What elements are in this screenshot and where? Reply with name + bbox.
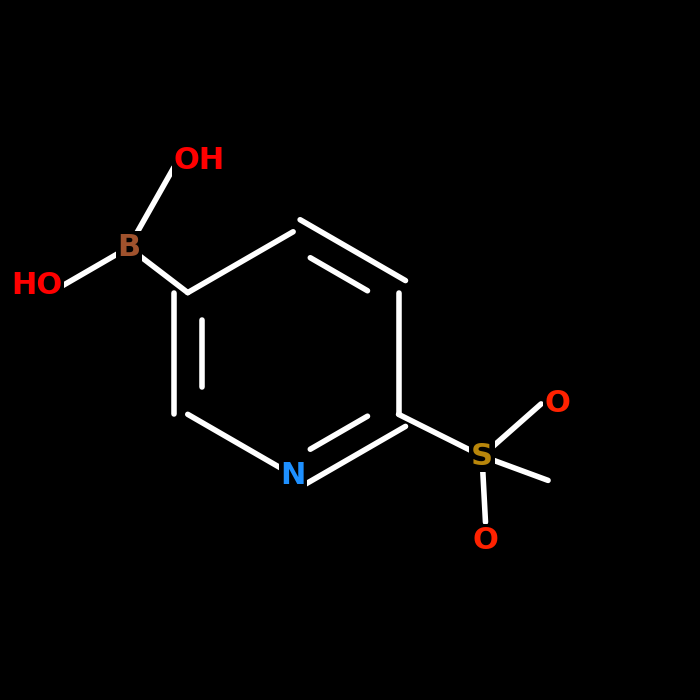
Text: OH: OH [174,146,225,175]
Text: N: N [281,461,306,490]
Text: S: S [471,442,493,470]
Text: HO: HO [11,271,62,300]
Text: O: O [545,389,570,419]
Text: B: B [117,233,140,262]
Text: O: O [473,526,498,554]
